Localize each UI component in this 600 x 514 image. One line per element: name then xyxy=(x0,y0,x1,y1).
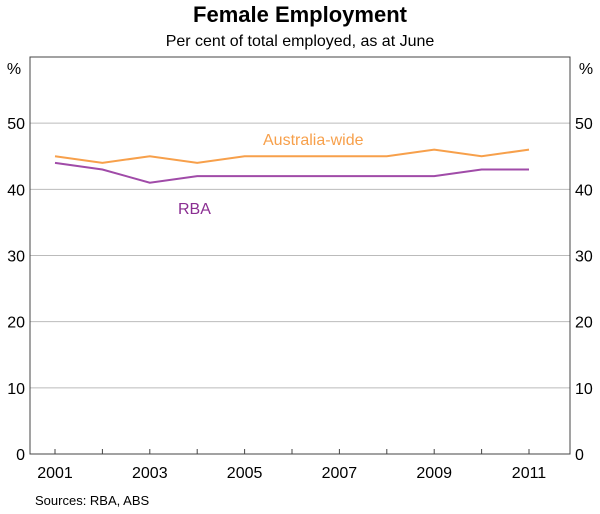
y-tick-label-left: 20 xyxy=(7,315,25,332)
y-tick-label-right: 10 xyxy=(575,381,593,398)
x-tick-label: 2003 xyxy=(132,465,168,482)
y-tick-label-left: 40 xyxy=(7,182,25,199)
source-note: Sources: RBA, ABS xyxy=(35,493,149,508)
x-tick-label: 2007 xyxy=(322,465,358,482)
x-tick-label: 2001 xyxy=(37,465,73,482)
series-label-rba: RBA xyxy=(178,201,211,218)
x-tick-label: 2011 xyxy=(512,465,547,482)
chart-title: Female Employment xyxy=(193,2,408,27)
y-tick-label-right: 30 xyxy=(575,249,593,266)
y-tick-label-left: 0 xyxy=(16,447,25,464)
x-tick-label: 2009 xyxy=(416,465,452,482)
y-tick-label-right: 0 xyxy=(575,447,584,464)
series-label-australia: Australia-wide xyxy=(263,132,364,149)
x-tick-label: 2005 xyxy=(227,465,263,482)
y-unit-left: % xyxy=(7,61,21,78)
y-tick-label-right: 20 xyxy=(575,315,593,332)
y-tick-label-right: 50 xyxy=(575,116,593,133)
y-tick-label-left: 50 xyxy=(7,116,25,133)
plot-frame xyxy=(29,56,571,455)
y-tick-label-left: 10 xyxy=(7,381,25,398)
y-tick-label-right: 40 xyxy=(575,182,593,199)
chart-subtitle: Per cent of total employed, as at June xyxy=(166,33,435,50)
y-tick-label-left: 30 xyxy=(7,249,25,266)
series-line-rba xyxy=(54,161,529,184)
y-unit-right: % xyxy=(579,61,593,78)
